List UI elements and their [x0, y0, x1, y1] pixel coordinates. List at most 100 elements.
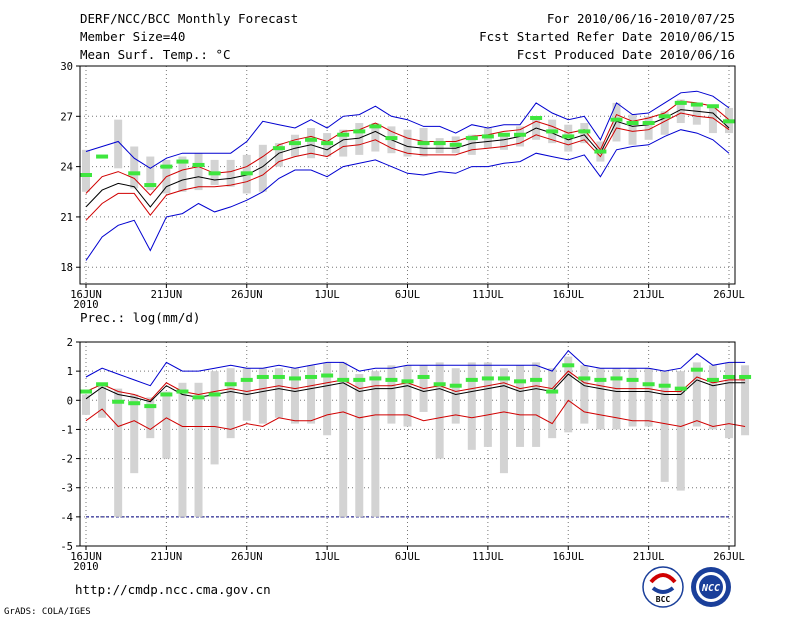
- observed-mark: [562, 363, 575, 368]
- spread-box: [499, 133, 508, 150]
- bcc-logo: BCC: [642, 566, 684, 608]
- spread-box: [162, 391, 171, 459]
- precip-title: Prec.: log(mm/d): [80, 310, 200, 325]
- x-tick-label: 6JUL: [395, 289, 420, 301]
- observed-mark: [321, 373, 334, 378]
- observed-mark: [562, 134, 575, 139]
- observed-mark: [690, 367, 703, 372]
- y-tick-label: 27: [60, 111, 73, 123]
- x-tick-label: 1JUL: [314, 289, 339, 301]
- spread-box: [403, 365, 412, 427]
- spread-box: [210, 371, 219, 465]
- spread-box: [708, 365, 717, 430]
- x-tick-label: 16JUL: [552, 289, 584, 301]
- observed-mark: [739, 374, 752, 379]
- observed-mark: [465, 377, 478, 382]
- source-url[interactable]: http://cmdp.ncc.cma.gov.cn: [75, 582, 271, 597]
- plot-frame: [79, 341, 736, 547]
- y-tick-label: -3: [60, 483, 73, 495]
- y-tick-label: -1: [60, 424, 73, 436]
- spread-box: [146, 156, 155, 191]
- observed-mark: [642, 382, 655, 387]
- spread-box: [676, 371, 685, 491]
- observed-mark: [321, 141, 334, 146]
- plot-frame: [79, 65, 736, 285]
- observed-mark: [160, 164, 173, 169]
- observed-mark: [594, 377, 607, 382]
- x-tick-label: 21JUN: [151, 289, 183, 301]
- spread-box: [612, 368, 621, 430]
- spread-box: [516, 365, 525, 447]
- observed-mark: [176, 389, 189, 394]
- observed-mark: [96, 382, 109, 387]
- observed-mark: [208, 392, 221, 397]
- temperature-chart: 16JUN 21JUN 26JUN 1JUL 6JUL 11JUL 16JUL 21JUL 26…: [60, 61, 744, 311]
- precipitation-chart: 16JUN 21JUN 26JUN 1JUL 6JUL 11JUL 16JUL 21JUL 26…: [60, 337, 752, 573]
- observed-mark: [642, 121, 655, 126]
- x-tick-label: 11JUL: [472, 289, 504, 301]
- y-tick-label: 0: [67, 395, 73, 407]
- observed-mark: [610, 376, 623, 381]
- spread-box: [548, 368, 557, 439]
- observed-mark: [497, 376, 510, 381]
- observed-mark: [337, 132, 350, 137]
- spread-box: [676, 99, 685, 124]
- observed-mark: [305, 137, 318, 142]
- observed-mark: [626, 377, 639, 382]
- x-tick-label: 16JUN: [70, 289, 102, 301]
- spread-box: [178, 156, 187, 192]
- observed-mark: [353, 129, 366, 134]
- variable-label: Mean Surf. Temp.: °C: [80, 47, 231, 62]
- observed-mark: [594, 149, 607, 154]
- spread-box: [146, 397, 155, 439]
- x-year-label: 2010: [73, 561, 98, 573]
- spread-box: [82, 149, 90, 192]
- spread-box: [226, 368, 235, 439]
- lower-line: [85, 399, 746, 430]
- x-tick-label: 26JUN: [231, 551, 263, 563]
- spread-box: [307, 128, 316, 159]
- observed-mark: [240, 171, 253, 176]
- observed-mark: [658, 383, 671, 388]
- spread-box: [339, 129, 348, 157]
- spread-box: [451, 368, 460, 424]
- spread-box: [483, 362, 492, 447]
- spread-box: [114, 119, 123, 169]
- observed-mark: [706, 377, 719, 382]
- y-tick-label: 21: [60, 212, 73, 224]
- spread-box: [226, 159, 235, 187]
- observed-mark: [578, 376, 591, 381]
- upper-line: [85, 100, 730, 196]
- spread-box: [692, 104, 701, 125]
- spread-box: [708, 104, 717, 134]
- spread-box: [130, 394, 139, 474]
- spread-box: [290, 134, 299, 157]
- spread-box: [628, 114, 637, 145]
- spread-box: [644, 368, 653, 427]
- ncc-logo: NCC: [691, 567, 731, 607]
- spread-box: [660, 111, 669, 135]
- observed-mark: [288, 376, 301, 381]
- observed-mark: [385, 377, 398, 382]
- observed-mark: [449, 383, 462, 388]
- spread-box: [114, 388, 123, 517]
- spread-box: [194, 153, 203, 191]
- observed-mark: [706, 104, 719, 109]
- observed-mark: [530, 377, 543, 382]
- bcc-logo-text: BCC: [656, 595, 671, 604]
- observed-mark: [369, 376, 382, 381]
- observed-mark: [208, 171, 221, 176]
- spread-box: [628, 368, 637, 427]
- observed-mark: [674, 100, 687, 105]
- spread-box: [467, 362, 476, 450]
- observed-mark: [465, 136, 478, 141]
- x-tick-label: 11JUL: [472, 551, 504, 563]
- spread-box: [371, 371, 380, 517]
- max-line: [85, 90, 730, 169]
- observed-mark: [723, 374, 735, 379]
- observed-mark: [369, 124, 382, 129]
- spread-box: [274, 368, 283, 418]
- y-tick-label: -2: [60, 454, 73, 466]
- spread-box: [355, 374, 364, 517]
- observed-mark: [433, 141, 446, 146]
